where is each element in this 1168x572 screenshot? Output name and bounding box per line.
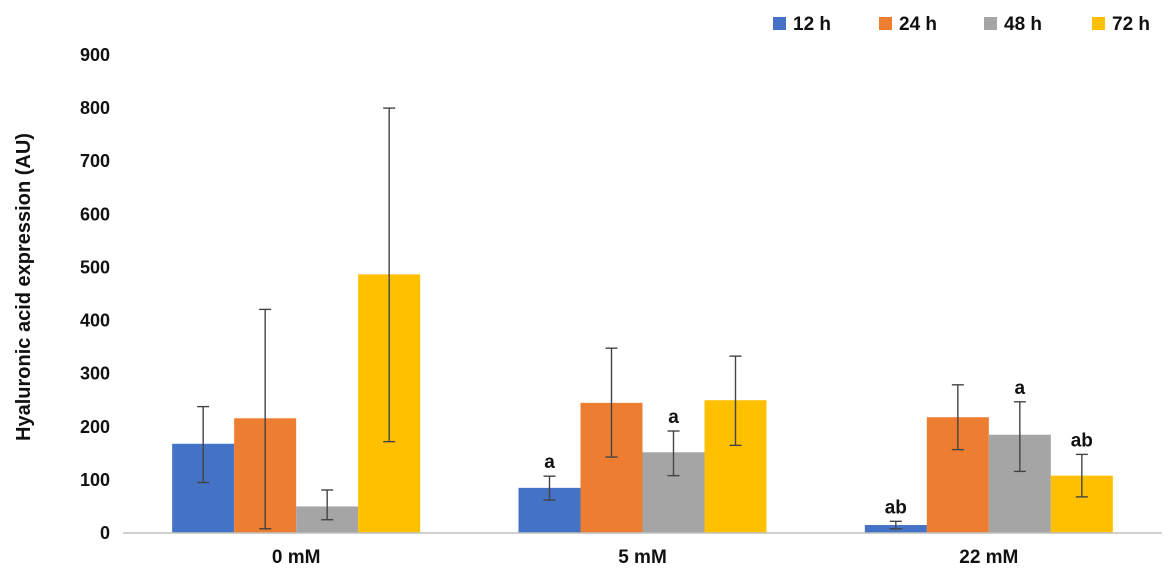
legend: 12 h 24 h 48 h 72 h xyxy=(773,14,1150,35)
y-tick-label: 400 xyxy=(80,311,110,331)
legend-label: 12 h xyxy=(793,14,831,35)
legend-swatch xyxy=(984,17,997,30)
y-tick-label: 900 xyxy=(80,45,110,65)
significance-label: ab xyxy=(1071,430,1093,451)
error-bar xyxy=(543,475,556,501)
category-label: 0 mM xyxy=(272,547,321,568)
y-tick-label: 800 xyxy=(80,98,110,118)
legend-swatch xyxy=(1092,17,1105,30)
error-bar xyxy=(605,347,618,458)
error-bar xyxy=(729,355,742,447)
y-axis-ticks: 0 100 200 300 400 500 600 700 800 900 xyxy=(80,45,110,543)
significance-label: a xyxy=(668,407,679,428)
legend-swatch xyxy=(879,17,892,30)
error-bar xyxy=(667,430,680,477)
significance-labels: a a ab a ab xyxy=(544,378,1093,519)
y-tick-label: 300 xyxy=(80,364,110,384)
error-bar xyxy=(889,520,902,530)
error-bar xyxy=(1075,453,1088,498)
error-bar xyxy=(951,384,964,451)
category-label: 22 mM xyxy=(959,547,1018,568)
legend-label: 72 h xyxy=(1112,14,1150,35)
legend-label: 24 h xyxy=(899,14,937,35)
y-tick-label: 200 xyxy=(80,417,110,437)
category-labels: 0 mM 5 mM 22 mM xyxy=(272,547,1019,568)
y-tick-label: 600 xyxy=(80,204,110,224)
error-bar xyxy=(259,308,272,530)
error-bar xyxy=(197,405,210,484)
legend-swatch xyxy=(773,17,786,30)
y-tick-label: 500 xyxy=(80,257,110,277)
y-tick-label: 100 xyxy=(80,470,110,490)
y-tick-label: 0 xyxy=(100,523,110,543)
significance-label: a xyxy=(1015,378,1026,399)
error-bar xyxy=(321,489,334,521)
category-label: 5 mM xyxy=(618,547,667,568)
significance-label: ab xyxy=(885,497,907,518)
y-tick-label: 700 xyxy=(80,151,110,171)
error-bar xyxy=(383,107,396,443)
significance-label: a xyxy=(544,452,555,473)
error-bar xyxy=(1013,401,1026,473)
legend-label: 48 h xyxy=(1004,14,1042,35)
y-axis-label: Hyaluronic acid expression (AU) xyxy=(13,133,35,441)
error-bars xyxy=(197,107,1088,530)
bars xyxy=(172,274,1113,533)
